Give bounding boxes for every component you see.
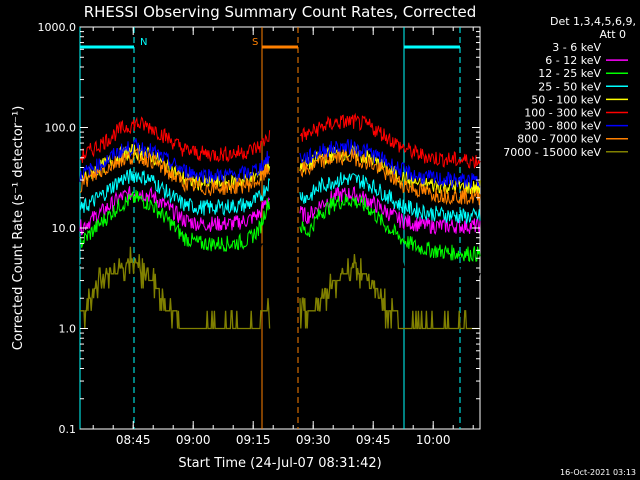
x-tick-label: 09:45 <box>356 433 391 447</box>
generation-timestamp: 16-Oct-2021 03:13 <box>560 468 636 477</box>
x-tick-label: 09:30 <box>296 433 331 447</box>
legend-entry-label: 300 - 800 keV <box>524 120 601 133</box>
series-line-5 <box>299 112 481 169</box>
legend-entry-label: 3 - 6 keV <box>552 41 601 54</box>
y-tick-label: 1.0 <box>59 323 77 336</box>
y-axis-label: Corrected Count Rate (s⁻¹ detector⁻¹) <box>11 106 26 351</box>
y-axis: 0.1 1.0 10.0 100.0 1000.0 <box>38 21 480 436</box>
legend-header-line-2: Att 0 <box>600 28 626 41</box>
legend-header-line-1: Det 1,3,4,5,6,9, <box>550 15 636 28</box>
legend-entry-label: 6 - 12 keV <box>545 54 601 67</box>
series-line-1 <box>79 186 271 236</box>
legend-entry-label: 100 - 300 keV <box>524 107 601 120</box>
x-axis-label: Start Time (24-Jul-07 08:31:42) <box>178 456 381 471</box>
series-line-3 <box>79 168 271 217</box>
x-axis: 08:45 09:00 09:15 09:30 09:45 10:00 <box>92 27 474 447</box>
series-line-8 <box>299 254 480 330</box>
series-lines <box>79 112 481 330</box>
y-tick-label: 1000.0 <box>38 21 77 34</box>
series-line-3 <box>299 172 481 224</box>
series-line-7 <box>299 149 481 206</box>
x-tick-label: 09:00 <box>176 433 211 447</box>
legend-entry-label: 7000 - 15000 keV <box>503 146 601 159</box>
series-line-2 <box>299 194 481 263</box>
y-tick-label: 100.0 <box>45 122 77 135</box>
y-tick-label: 10.0 <box>52 222 77 235</box>
x-tick-label: 08:45 <box>116 433 151 447</box>
series-line-7 <box>79 147 271 196</box>
series-line-5 <box>79 116 271 164</box>
series-line-2 <box>79 189 271 252</box>
series-line-6 <box>299 139 481 189</box>
legend-entry-label: 25 - 50 keV <box>538 80 601 93</box>
series-line-8 <box>80 246 271 330</box>
flag-night-label: N <box>140 37 147 48</box>
x-tick-label: 10:00 <box>416 433 451 447</box>
series-line-6 <box>79 138 271 184</box>
y-tick-label: 0.1 <box>59 423 77 436</box>
flag-saa-label: S <box>252 37 258 48</box>
legend-entry-label: 50 - 100 keV <box>531 93 601 106</box>
chart-title: RHESSI Observing Summary Count Rates, Co… <box>84 3 477 21</box>
x-tick-label: 09:15 <box>236 433 271 447</box>
series-line-0 <box>79 205 271 276</box>
series-line-0 <box>299 208 481 277</box>
legend-entry-label: 12 - 25 keV <box>538 67 601 80</box>
legend-entry-label: 800 - 7000 keV <box>517 133 601 146</box>
